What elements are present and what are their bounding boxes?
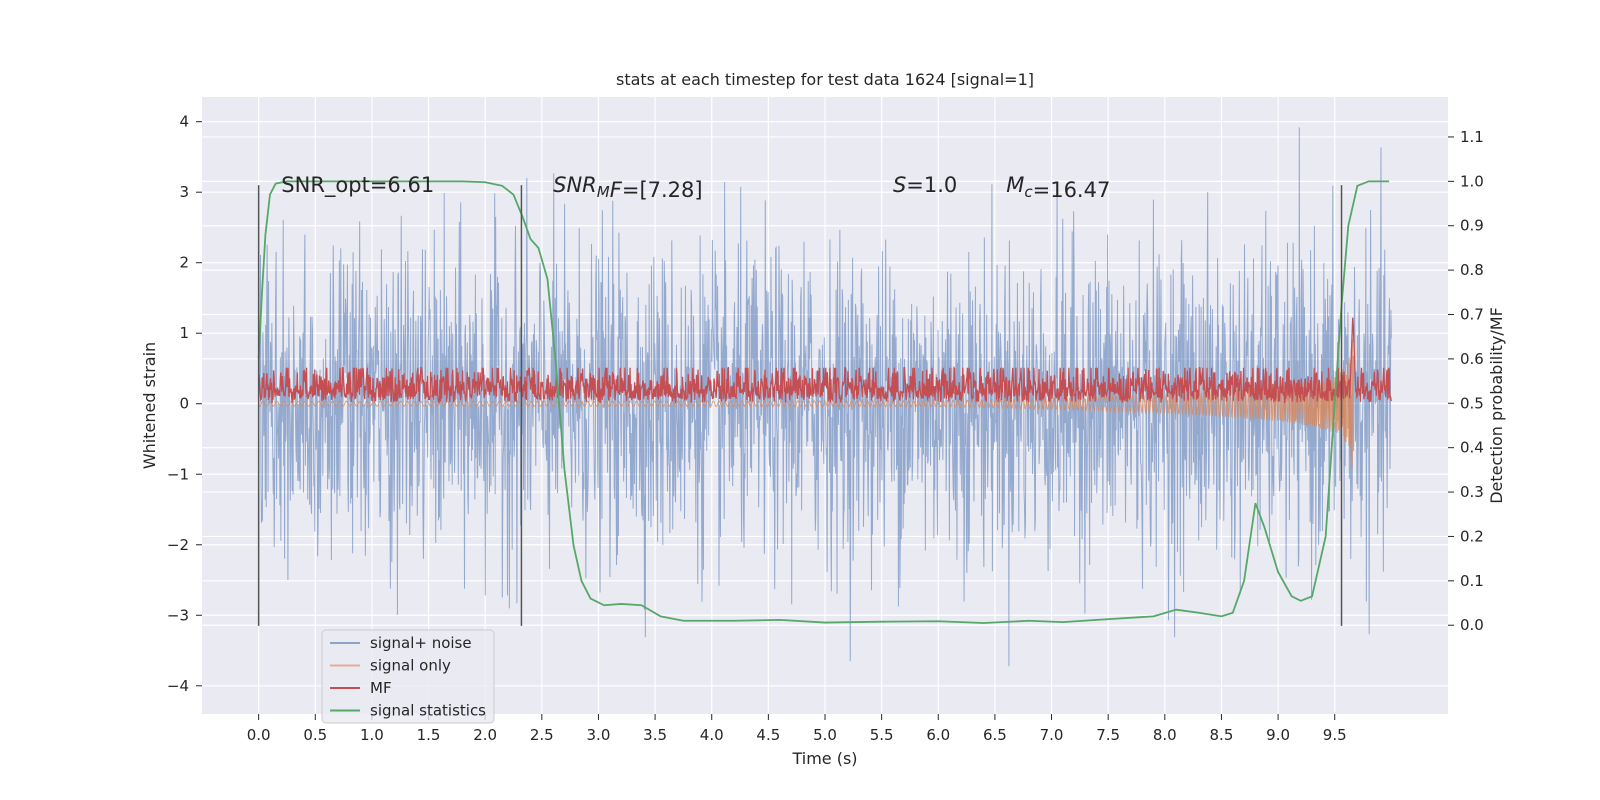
legend-box bbox=[321, 629, 495, 724]
annotation-subscript: M bbox=[597, 183, 610, 201]
x-tick-label: 7.5 bbox=[1096, 726, 1120, 744]
vertical-lines bbox=[257, 185, 1343, 626]
series-signal-only bbox=[258, 338, 1353, 469]
annotation-0: SNR_opt=6.61 bbox=[281, 173, 434, 198]
chart-title: stats at each timestep for test data 162… bbox=[616, 70, 1034, 89]
x-axis-label: Time (s) bbox=[791, 749, 857, 768]
x-tick-label: 1.0 bbox=[360, 726, 384, 744]
x-axis: 0.0 0.5 1.0 1.5 2.0 2.5 3.0 3.5 4.0 4.5 5.0 5.5 6.0 6… bbox=[247, 714, 1347, 744]
y-right-tick-label: 0.7 bbox=[1460, 306, 1484, 324]
annotation-equals: = bbox=[622, 178, 640, 202]
right-axis: 1.1 1.0 0.9 0.8 0.7 0.6 0.5 0.4 0.3 0.2 0.1 0.0 bbox=[1448, 128, 1484, 634]
y-axis-label-right: Detection probability/MF bbox=[1487, 307, 1506, 504]
y-right-tick-label: 1.1 bbox=[1460, 128, 1484, 146]
annotation-prefix: M bbox=[1006, 173, 1024, 197]
y-left-tick-label: −4 bbox=[167, 677, 189, 695]
x-tick-label: 2.0 bbox=[473, 726, 497, 744]
y-right-tick-label: 0.5 bbox=[1460, 394, 1484, 412]
x-tick-label: 0.0 bbox=[247, 726, 271, 744]
legend-label: signal+ noise bbox=[370, 634, 472, 652]
x-tick-label: 8.0 bbox=[1153, 726, 1177, 744]
x-tick-label: 3.0 bbox=[587, 726, 611, 744]
x-tick-label: 5.0 bbox=[813, 726, 837, 744]
y-left-tick-label: −3 bbox=[167, 606, 189, 624]
x-tick-label: 2.5 bbox=[530, 726, 554, 744]
y-left-tick-label: 3 bbox=[179, 183, 189, 201]
left-axis: 4 3 2 1 0 −1 −2 −3 −4 bbox=[167, 113, 202, 695]
x-tick-label: 9.0 bbox=[1266, 726, 1290, 744]
annotation-prefix: SNR bbox=[553, 173, 597, 197]
y-left-tick-label: 2 bbox=[179, 254, 189, 272]
y-right-tick-label: 0.9 bbox=[1460, 217, 1484, 235]
annotation-value: =16.47 bbox=[1033, 178, 1111, 202]
x-tick-label: 5.5 bbox=[870, 726, 894, 744]
series-mf bbox=[257, 317, 1392, 405]
legend-label: MF bbox=[370, 679, 392, 697]
x-tick-label: 4.5 bbox=[756, 726, 780, 744]
y-right-tick-label: 0.8 bbox=[1460, 261, 1484, 279]
y-axis-label-left: Whitened strain bbox=[140, 342, 159, 469]
y-right-tick-label: 1.0 bbox=[1460, 172, 1484, 190]
y-right-tick-label: 0.1 bbox=[1460, 572, 1484, 590]
x-tick-label: 0.5 bbox=[303, 726, 327, 744]
y-left-tick-label: −2 bbox=[167, 536, 189, 554]
y-right-tick-label: 0.4 bbox=[1460, 439, 1484, 457]
x-tick-label: 1.5 bbox=[417, 726, 441, 744]
annotation-value: =1.0 bbox=[906, 173, 957, 197]
y-left-tick-label: 4 bbox=[179, 113, 189, 131]
legend-label: signal only bbox=[370, 657, 451, 675]
y-left-tick-label: 0 bbox=[179, 395, 189, 413]
annotation-subscript: c bbox=[1024, 183, 1033, 201]
x-tick-label: 8.5 bbox=[1210, 726, 1234, 744]
x-tick-label: 9.5 bbox=[1323, 726, 1347, 744]
x-tick-label: 4.0 bbox=[700, 726, 724, 744]
y-left-tick-label: −1 bbox=[167, 465, 189, 483]
annotation-value: [7.28] bbox=[639, 178, 702, 202]
y-right-tick-label: 0.0 bbox=[1460, 616, 1484, 634]
annotations: SNR_opt=6.61 SNRMF=[7.28] S=1.0 Mc=16.47 bbox=[281, 173, 1110, 202]
x-tick-label: 3.5 bbox=[643, 726, 667, 744]
y-left-tick-label: 1 bbox=[179, 324, 189, 342]
x-tick-label: 7.0 bbox=[1040, 726, 1064, 744]
series-layer bbox=[257, 127, 1392, 667]
annotation-1: SNRMF=[7.28] bbox=[553, 173, 702, 202]
series-signal-statistics bbox=[257, 180, 1390, 624]
y-right-tick-label: 0.2 bbox=[1460, 527, 1484, 545]
y-right-tick-label: 0.6 bbox=[1460, 350, 1484, 368]
legend: signal+ noise signal only MF signal statist… bbox=[321, 629, 495, 724]
legend-label: signal statistics bbox=[370, 702, 486, 720]
x-tick-label: 6.0 bbox=[926, 726, 950, 744]
y-right-tick-label: 0.3 bbox=[1460, 483, 1484, 501]
annotation-prefix: S bbox=[893, 173, 906, 197]
annotation-2: S=1.0 bbox=[893, 173, 957, 197]
annotation-suffix: F bbox=[610, 178, 623, 202]
annotation-3: Mc=16.47 bbox=[1006, 173, 1110, 202]
x-tick-label: 6.5 bbox=[983, 726, 1007, 744]
